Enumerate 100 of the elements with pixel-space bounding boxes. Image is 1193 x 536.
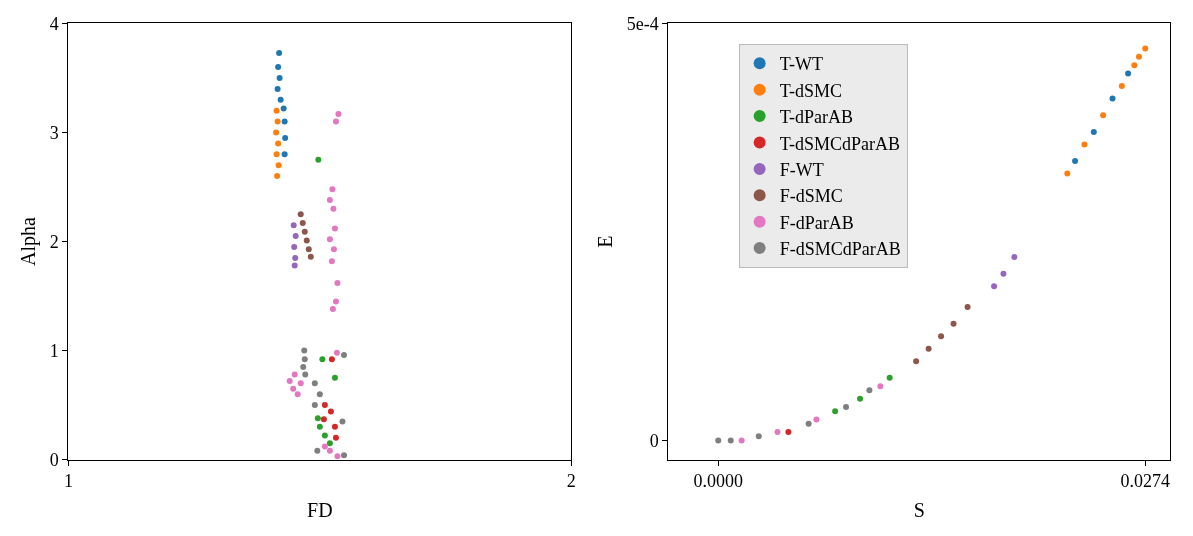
legend-label: T-WT <box>779 54 823 75</box>
point <box>275 64 282 71</box>
point <box>290 222 297 229</box>
point <box>282 134 289 141</box>
legend-label: F-dParAB <box>779 212 854 233</box>
point <box>832 408 839 415</box>
point <box>330 246 337 253</box>
point <box>276 49 283 56</box>
point <box>332 298 339 305</box>
point <box>329 306 336 313</box>
legend-label: F-dSMC <box>779 186 843 207</box>
point <box>877 383 884 390</box>
legend-label: T-dSMC <box>779 80 842 101</box>
point <box>1118 83 1125 90</box>
point <box>275 140 282 147</box>
point <box>938 333 945 340</box>
point <box>774 429 781 436</box>
point <box>1090 128 1097 135</box>
point <box>314 447 321 454</box>
point <box>299 219 306 226</box>
point <box>1000 270 1007 277</box>
point <box>1011 253 1018 260</box>
point <box>328 258 335 265</box>
point <box>301 347 308 354</box>
point <box>331 374 338 381</box>
point <box>328 356 335 363</box>
point <box>913 358 920 365</box>
point <box>326 236 333 243</box>
point <box>813 416 820 423</box>
point <box>340 452 347 459</box>
point <box>311 380 318 387</box>
point <box>307 253 314 260</box>
point <box>281 151 288 158</box>
point <box>1131 62 1138 69</box>
point <box>327 408 334 415</box>
point <box>333 349 340 356</box>
x-axis-title: S <box>913 498 925 521</box>
point <box>321 443 328 450</box>
point <box>286 378 293 385</box>
y-tick-label: 0 <box>49 449 59 470</box>
point <box>326 440 333 447</box>
point <box>925 345 932 352</box>
point <box>1072 158 1079 165</box>
point <box>297 380 304 387</box>
point <box>302 371 309 378</box>
point <box>300 363 307 370</box>
point <box>1081 141 1088 148</box>
point <box>291 371 298 378</box>
point <box>315 156 322 163</box>
point <box>991 283 998 290</box>
x-tick-label: 1 <box>63 471 73 492</box>
point <box>316 391 323 398</box>
point <box>857 395 864 402</box>
point <box>311 402 318 409</box>
point <box>755 433 762 440</box>
point <box>1109 95 1116 102</box>
point <box>292 254 299 261</box>
point <box>316 423 323 430</box>
point <box>275 162 282 169</box>
point <box>334 453 341 460</box>
point <box>329 186 336 193</box>
y-tick-label: 3 <box>49 122 59 143</box>
point <box>273 151 280 158</box>
point <box>273 107 280 114</box>
point <box>274 118 281 125</box>
point <box>291 262 298 269</box>
point <box>339 418 346 425</box>
y-axis-title: Alpha <box>17 216 41 266</box>
y-tick-label: 0 <box>649 430 659 451</box>
point <box>301 228 308 235</box>
point <box>805 420 812 427</box>
legend-label: T-dSMCdParAB <box>779 133 900 154</box>
point <box>340 351 347 358</box>
point <box>330 205 337 212</box>
point <box>274 85 281 92</box>
y-tick-label: 2 <box>49 231 59 252</box>
point <box>886 374 893 381</box>
point <box>280 105 287 112</box>
y-tick-label: 5e-4 <box>626 13 659 34</box>
point <box>301 356 308 363</box>
point <box>274 173 281 180</box>
legend-label: F-dSMCdParAB <box>779 239 901 260</box>
point <box>319 356 326 363</box>
point <box>332 434 339 441</box>
x-tick-label: 2 <box>566 471 576 492</box>
point <box>785 429 792 436</box>
point <box>950 320 957 327</box>
point <box>294 391 301 398</box>
point <box>1135 53 1142 60</box>
point <box>334 279 341 286</box>
point <box>281 118 288 125</box>
point <box>305 246 312 253</box>
point <box>320 416 327 423</box>
point <box>1064 170 1071 177</box>
point <box>303 237 310 244</box>
point <box>292 233 299 240</box>
point <box>314 415 321 422</box>
point <box>326 197 333 204</box>
point <box>1100 112 1107 119</box>
point <box>866 387 873 394</box>
